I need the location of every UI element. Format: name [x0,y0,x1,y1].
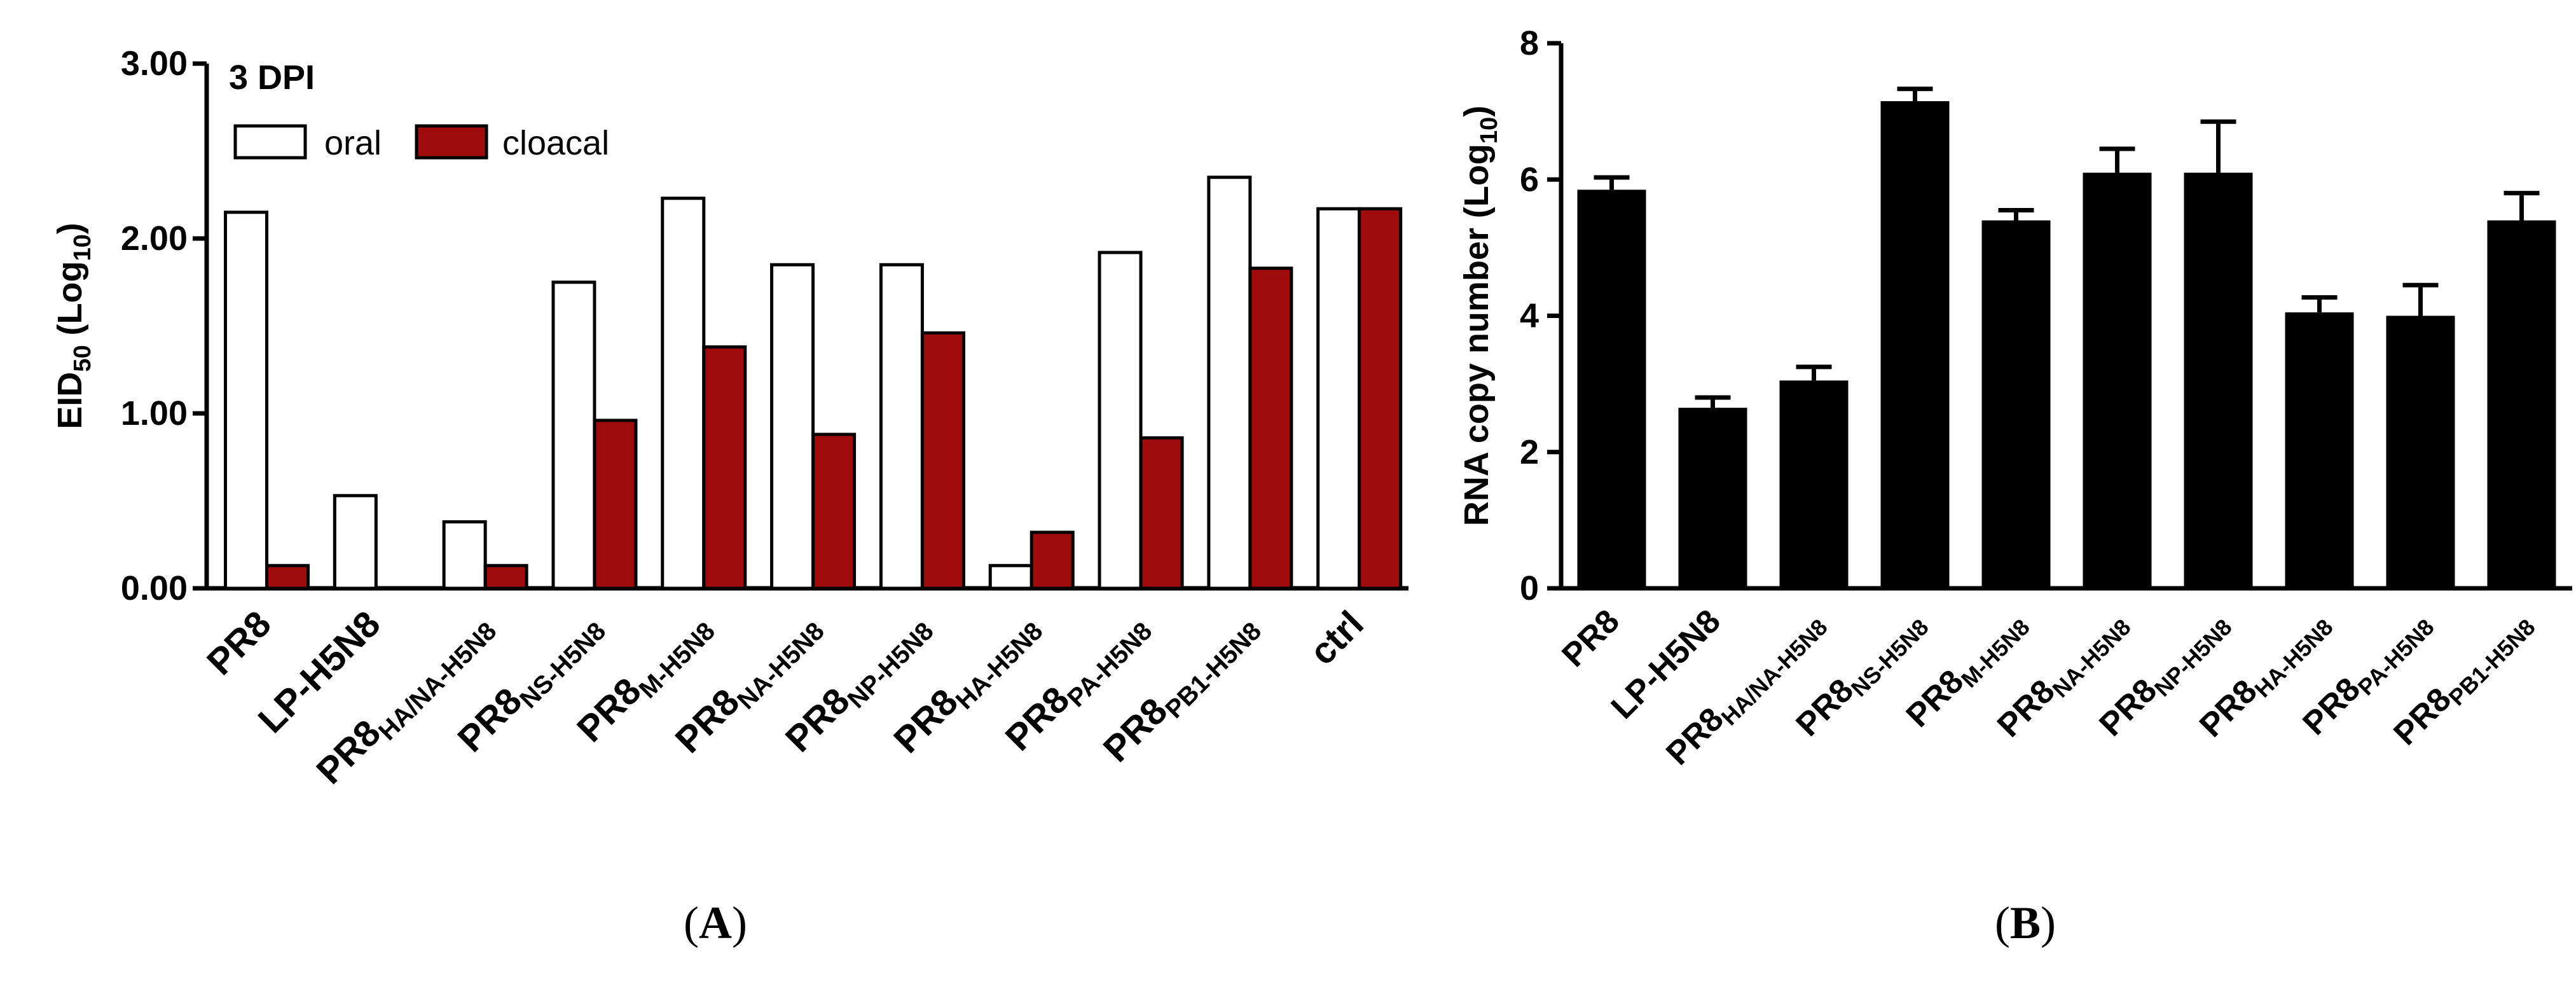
bar-rna [1779,380,1849,588]
panel-a-caption: (A) [684,897,747,948]
bar-cloacal [1139,436,1184,590]
legend-swatch-cloacal [415,124,488,160]
panel-b-y-label: RNA copy number (Log10) [1457,106,1503,526]
panel-a-legend: oral cloacal [233,124,609,162]
bar-rna [2285,312,2354,588]
bar-cloacal [1030,530,1075,590]
bar-rna [1678,408,1747,588]
panel-b-y-tick-label: 4 [1520,297,1539,335]
bar-rna [2386,315,2455,588]
panel-a-title: 3 DPI [229,59,315,97]
bar-rna [1880,101,1950,588]
bar-oral [333,494,378,590]
bar-oral [551,280,596,590]
panel-a-y-tick-label: 1.00 [121,394,188,432]
panel-a-y-tick-label: 0.00 [121,569,188,607]
bar-oral [661,197,706,590]
bar-cloacal [593,418,638,590]
bar-cloacal [811,432,857,590]
panel-a-y-tick-label: 3.00 [121,45,188,83]
panel-a-category-label: PR8 [199,603,279,683]
bar-oral [1098,251,1143,590]
panel-b-y-tick-label: 0 [1520,569,1539,607]
bar-rna [1981,220,2051,588]
panel-a-bars [224,176,1403,590]
panel-a-y-tick-label: 2.00 [121,219,188,258]
legend-swatch-oral [233,124,307,160]
panel-b-caption: (B) [1995,897,2056,948]
panel-a-category-label: ctrl [1302,603,1372,673]
bar-cloacal [702,345,747,590]
panel-b-y-tick-label: 6 [1520,160,1539,198]
bar-rna [1577,190,1646,589]
bar-oral [1207,176,1252,590]
bar-rna [2083,172,2152,589]
bar-oral [770,263,815,590]
panel-b-y-tick-label: 2 [1520,433,1539,471]
bar-cloacal [920,331,965,590]
bar-cloacal [1248,266,1293,590]
panel-a-category-label: PR8PB1-H5N8 [1096,603,1267,775]
bar-cloacal [265,564,310,590]
bar-oral [879,263,924,590]
bar-cloacal [1358,207,1403,590]
panel-b-bars [1577,86,2556,589]
bar-oral [1316,207,1361,590]
bar-rna [2487,220,2556,588]
bar-rna [2184,172,2253,589]
bar-oral [442,520,487,590]
panel-b-category-label: PR8 [1555,602,1627,674]
legend-label-cloacal: cloacal [502,124,609,162]
panel-a-y-label: EID50 (Log10) [51,223,96,429]
bar-oral [224,211,268,590]
bar-cloacal [483,564,528,590]
legend-label-oral: oral [324,124,382,162]
panel-b-y-tick-label: 8 [1520,24,1539,62]
bar-oral [988,564,1033,590]
